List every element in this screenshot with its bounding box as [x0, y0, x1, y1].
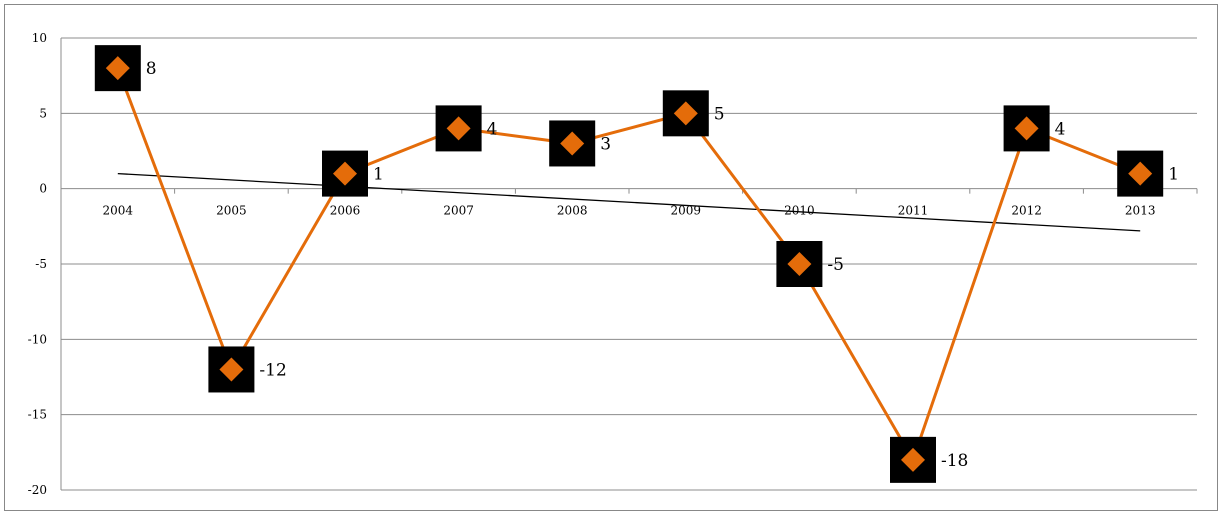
data-point-marker [105, 56, 130, 81]
x-tick-label: 2006 [330, 204, 361, 218]
x-tick-label: 2012 [1011, 204, 1042, 218]
chart-frame: 10 5 0 -5 -10 -15 -20 2004 2005 2006 2007 2008 2009… [4, 4, 1218, 511]
y-tick-label: 10 [32, 31, 47, 45]
data-labels: 8 -12 1 4 3 5 -5 -18 4 1 [146, 59, 1179, 471]
series-line-path [116, 67, 1141, 462]
data-label: -18 [941, 451, 968, 471]
x-tick-label: 2010 [784, 204, 815, 218]
data-label: -12 [259, 360, 286, 380]
data-markers [94, 45, 1164, 483]
x-tick-label: 2013 [1125, 204, 1156, 218]
y-axis-tick-labels: 10 5 0 -5 -10 -15 -20 [28, 31, 47, 497]
x-tick-label: 2011 [898, 204, 929, 218]
data-point-marker [1014, 116, 1039, 141]
x-axis-tick-labels: 2004 2005 2006 2007 2008 2009 2010 2011 2012 2013 [103, 204, 1156, 218]
x-tick-label: 2005 [216, 204, 247, 218]
data-label: 4 [1055, 119, 1066, 139]
data-label: 3 [600, 134, 611, 154]
data-label: 8 [146, 59, 157, 79]
x-tick-label: 2004 [103, 204, 134, 218]
y-tick-label: -5 [35, 257, 47, 271]
data-label: 4 [487, 119, 498, 139]
data-point-marker [560, 131, 585, 156]
line-chart: 10 5 0 -5 -10 -15 -20 2004 2005 2006 2007 2008 2009… [28, 31, 1198, 497]
data-label: 1 [373, 165, 384, 185]
trendline-line [117, 172, 1141, 232]
data-point-marker [219, 357, 244, 382]
y-tick-label: 0 [39, 182, 47, 196]
trendline [117, 172, 1141, 232]
data-label: -5 [827, 255, 844, 275]
y-tick-label: -20 [28, 483, 47, 497]
series-line [116, 67, 1141, 462]
y-tick-label: -10 [28, 332, 47, 346]
data-point-marker [446, 116, 471, 141]
data-label: 1 [1168, 165, 1179, 185]
x-tick-label: 2009 [671, 204, 702, 218]
data-point-marker [333, 161, 357, 186]
y-tick-label: -15 [28, 408, 47, 422]
data-label: 5 [714, 104, 725, 124]
data-point-marker [673, 101, 698, 126]
data-point-marker [1128, 161, 1153, 186]
data-point-marker [901, 447, 925, 472]
data-point-marker [787, 252, 812, 276]
x-tick-label: 2007 [443, 204, 474, 218]
y-tick-label: 5 [39, 106, 47, 120]
x-tick-label: 2008 [557, 204, 588, 218]
